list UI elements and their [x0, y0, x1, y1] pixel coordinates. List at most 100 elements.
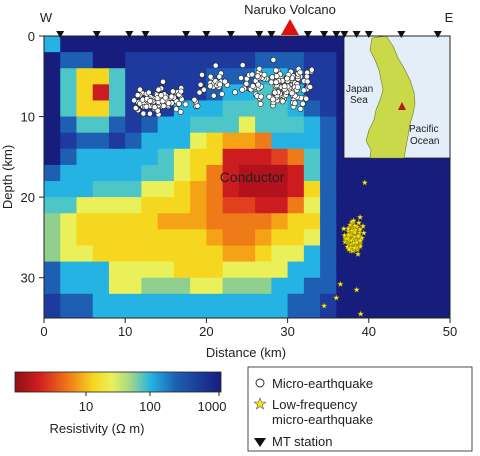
micro-earthquake-point — [196, 89, 203, 96]
inset-sea-label-1: Japan — [346, 84, 373, 95]
colorbar-title: Resistivity (Ω m) — [50, 421, 145, 436]
resistivity-cell — [76, 52, 94, 69]
resistivity-cell — [157, 148, 175, 166]
resistivity-cell — [368, 181, 402, 198]
resistivity-cell — [44, 100, 61, 118]
resistivity-cell — [173, 213, 191, 230]
legend-lf-eq-line-2: micro-earthquake — [272, 412, 373, 427]
resistivity-cell — [92, 100, 110, 118]
resistivity-cell — [190, 213, 207, 230]
y-tick-label: 30 — [21, 271, 35, 286]
low-frequency-earthquake-point — [360, 229, 368, 236]
x-tick-label: 30 — [280, 324, 294, 339]
resistivity-cell — [108, 197, 126, 214]
resistivity-cell — [190, 100, 207, 118]
low-frequency-earthquake-point — [345, 231, 353, 239]
resistivity-cell — [238, 148, 256, 166]
resistivity-cell — [190, 132, 207, 150]
resistivity-cell — [303, 293, 321, 318]
micro-earthquake-point — [200, 86, 207, 93]
resistivity-cell — [255, 197, 272, 214]
resistivity-cell — [173, 229, 191, 247]
resistivity-cell — [222, 36, 240, 53]
micro-earthquake-point — [270, 96, 276, 103]
micro-earthquake-point — [210, 92, 217, 99]
resistivity-cell — [238, 181, 256, 198]
micro-earthquake-point — [239, 86, 246, 93]
resistivity-cell — [157, 277, 175, 295]
resistivity-cell — [255, 293, 272, 318]
micro-earthquake-point — [289, 90, 295, 97]
resistivity-cell — [206, 197, 224, 214]
resistivity-cell — [206, 36, 224, 53]
micro-earthquake-point — [232, 89, 238, 96]
resistivity-cell — [157, 197, 175, 214]
resistivity-cell — [141, 213, 159, 230]
resistivity-cell — [401, 277, 450, 295]
x-tick-label: 40 — [362, 324, 376, 339]
low-frequency-earthquake-point — [344, 224, 352, 232]
resistivity-cell — [173, 148, 191, 166]
resistivity-cell — [44, 277, 61, 295]
resistivity-cell — [303, 100, 321, 118]
resistivity-cell — [352, 181, 370, 198]
resistivity-cell — [141, 197, 159, 214]
mt-station-marker — [267, 31, 276, 38]
resistivity-cell — [238, 277, 256, 295]
resistivity-cell — [60, 293, 78, 318]
resistivity-cell — [125, 181, 143, 198]
resistivity-cell — [271, 116, 289, 134]
micro-earthquake-point — [131, 97, 137, 104]
resistivity-cell — [76, 164, 94, 182]
resistivity-cell — [401, 181, 450, 198]
micro-earthquake-point — [255, 81, 262, 88]
resistivity-cell — [108, 261, 126, 279]
resistivity-cell — [125, 197, 143, 214]
resistivity-cell — [287, 229, 305, 247]
resistivity-cell — [125, 148, 143, 166]
mt-station-marker — [364, 31, 373, 38]
resistivity-cell — [157, 132, 175, 150]
resistivity-cell — [320, 164, 337, 182]
resistivity-cell — [222, 84, 240, 102]
inset-map: Japan Sea Pacific Ocean — [343, 35, 451, 159]
resistivity-cell — [336, 261, 354, 279]
micro-earthquake-point — [254, 73, 261, 80]
resistivity-cell — [303, 116, 321, 134]
y-axis-label: Depth (km) — [0, 145, 15, 209]
resistivity-cell — [271, 261, 289, 279]
resistivity-cell — [92, 36, 110, 53]
resistivity-cell — [401, 229, 450, 247]
resistivity-cell — [222, 229, 240, 247]
resistivity-cell — [76, 132, 94, 150]
legend-mt-station: MT station — [272, 434, 332, 449]
micro-earthquake-point — [158, 92, 165, 99]
resistivity-cell — [108, 132, 126, 150]
resistivity-cell — [44, 164, 61, 182]
resistivity-cell — [141, 116, 159, 134]
resistivity-cell — [141, 132, 159, 150]
resistivity-cell — [92, 116, 110, 134]
low-frequency-earthquake-point — [353, 286, 361, 293]
x-tick-label: 20 — [199, 324, 213, 339]
resistivity-cell — [76, 148, 94, 166]
resistivity-cell — [255, 52, 272, 69]
resistivity-cell — [141, 293, 159, 318]
resistivity-cell — [303, 36, 321, 53]
resistivity-cell — [60, 148, 78, 166]
resistivity-cell — [60, 100, 78, 118]
resistivity-cell — [206, 164, 224, 182]
micro-earthquake-point — [173, 106, 180, 112]
west-label: W — [40, 10, 53, 25]
volcano-label: Naruko Volcano — [244, 2, 336, 17]
resistivity-cell — [44, 148, 61, 166]
mt-station-marker — [303, 31, 312, 38]
resistivity-cell — [190, 261, 207, 279]
resistivity-cell — [108, 68, 126, 85]
resistivity-cell — [255, 261, 272, 279]
resistivity-cell — [108, 277, 126, 295]
micro-earthquake-point — [279, 98, 286, 105]
resistivity-cell — [287, 116, 305, 134]
resistivity-cell — [92, 84, 110, 102]
resistivity-cell — [173, 293, 191, 318]
